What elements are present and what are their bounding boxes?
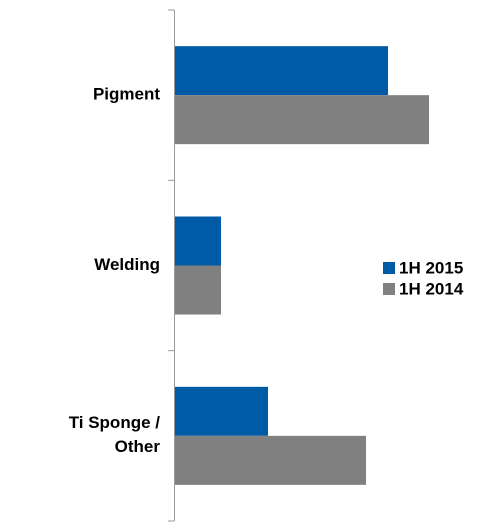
legend-swatch — [383, 283, 395, 295]
category-label: Pigment — [93, 85, 160, 104]
bar — [175, 216, 221, 266]
category-label: Welding — [94, 255, 160, 274]
legend-label: 1H 2015 — [399, 258, 463, 277]
bar — [175, 435, 366, 485]
bar — [175, 265, 221, 315]
legend-label: 1H 2014 — [399, 279, 464, 298]
bar — [175, 386, 268, 436]
bar — [175, 95, 429, 145]
category-label: Ti Sponge / Other — [69, 413, 161, 456]
bar — [175, 46, 388, 96]
legend-swatch — [383, 262, 395, 274]
